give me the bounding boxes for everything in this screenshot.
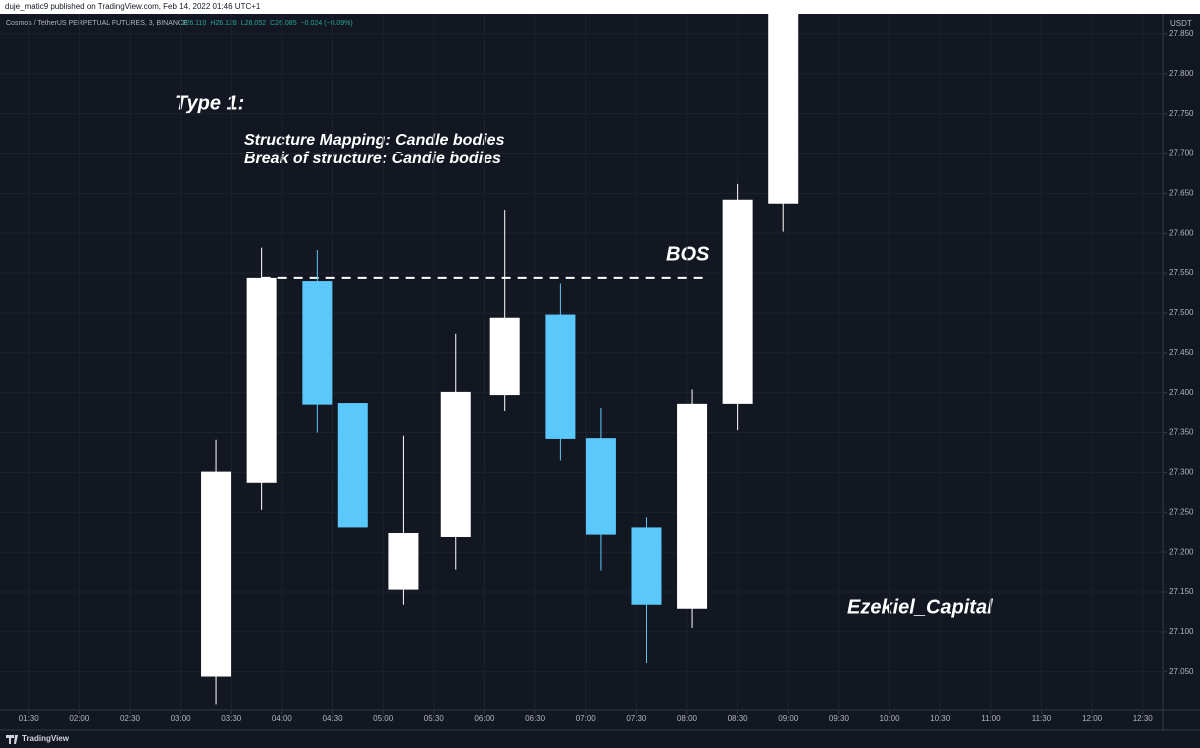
y-tick-label: 27.400 <box>1169 388 1194 397</box>
candle-body <box>545 314 576 439</box>
y-tick-label: 27.850 <box>1169 29 1194 38</box>
y-tick-label: 27.250 <box>1169 507 1194 516</box>
ohlc-value: −0.024 (−0.09%) <box>301 20 353 27</box>
y-tick-label: 27.150 <box>1169 587 1194 596</box>
x-tick-label: 04:00 <box>272 714 293 723</box>
x-tick-label: 06:30 <box>525 714 546 723</box>
x-tick-label: 03:00 <box>171 714 192 723</box>
x-tick-label: 05:00 <box>373 714 394 723</box>
annotation: Type 1: <box>175 92 244 114</box>
annotation: Break of structure: Candle bodies <box>244 150 501 167</box>
x-tick-label: 09:00 <box>778 714 799 723</box>
x-tick-label: 11:30 <box>1032 714 1052 723</box>
candle-body <box>722 199 753 404</box>
candle-body <box>337 403 368 528</box>
y-tick-label: 27.450 <box>1169 348 1194 357</box>
x-tick-label: 11:00 <box>981 714 1001 723</box>
x-tick-label: 10:00 <box>880 714 901 723</box>
y-tick-label: 27.350 <box>1169 428 1194 437</box>
ohlc-header: O26.110 H26.128 L26.052 C26.085 −0.024 (−0.0… <box>180 20 353 27</box>
y-tick-label: 27.600 <box>1169 228 1194 237</box>
y-tick-label: 27.300 <box>1169 468 1194 477</box>
y-tick-label: 27.500 <box>1169 308 1194 317</box>
annotation: Structure Mapping: Candle bodies <box>244 132 505 149</box>
logo <box>6 735 18 744</box>
ohlc-value: L26.052 <box>241 20 266 27</box>
y-tick-label: 27.750 <box>1169 109 1194 118</box>
candle-body <box>585 438 616 535</box>
symbol-title: Cosmos / TetherUS PERPETUAL FUTURES, 3, … <box>6 20 188 27</box>
x-tick-label: 07:30 <box>626 714 647 723</box>
ohlc-value: H26.128 <box>210 20 237 27</box>
footer: TradingView <box>22 734 70 743</box>
candle-body <box>768 14 799 204</box>
candle-body <box>677 403 708 609</box>
candle-body <box>388 533 419 590</box>
candle-body <box>246 277 277 483</box>
publisher-bar <box>0 0 1200 14</box>
y-tick-label: 27.650 <box>1169 188 1194 197</box>
x-tick-label: 04:30 <box>323 714 344 723</box>
y-tick-label: 27.050 <box>1169 667 1194 676</box>
x-tick-label: 03:30 <box>221 714 242 723</box>
candle-body <box>302 281 333 405</box>
currency: USDT <box>1170 19 1192 28</box>
x-tick-label: 02:00 <box>69 714 90 723</box>
x-tick-label: 02:30 <box>120 714 141 723</box>
x-tick-label: 08:30 <box>728 714 749 723</box>
candle-body <box>440 391 471 537</box>
x-tick-label: 01:30 <box>19 714 40 723</box>
candle-body <box>489 317 520 396</box>
y-tick-label: 27.200 <box>1169 547 1194 556</box>
candle-body <box>631 527 662 605</box>
annotation: BOS <box>666 243 710 265</box>
x-tick-label: 10:30 <box>930 714 951 723</box>
y-tick-label: 27.800 <box>1169 69 1194 78</box>
background <box>0 14 1200 748</box>
x-tick-label: 05:30 <box>424 714 445 723</box>
x-tick-label: 12:30 <box>1133 714 1154 723</box>
y-tick-label: 27.700 <box>1169 149 1194 158</box>
y-tick-label: 27.550 <box>1169 268 1194 277</box>
x-tick-label: 09:30 <box>829 714 850 723</box>
x-tick-label: 12:00 <box>1082 714 1103 723</box>
annotation: Ezekiel_Capital <box>847 596 993 618</box>
ohlc-value: C26.085 <box>270 20 297 27</box>
x-tick-label: 08:00 <box>677 714 698 723</box>
y-tick-label: 27.100 <box>1169 627 1194 636</box>
candle-body <box>201 471 232 677</box>
x-tick-label: 06:00 <box>474 714 495 723</box>
ohlc-value: O26.110 <box>180 20 206 27</box>
publisher: duje_matic9 published on TradingView.com… <box>5 2 261 11</box>
x-tick-label: 07:00 <box>576 714 597 723</box>
